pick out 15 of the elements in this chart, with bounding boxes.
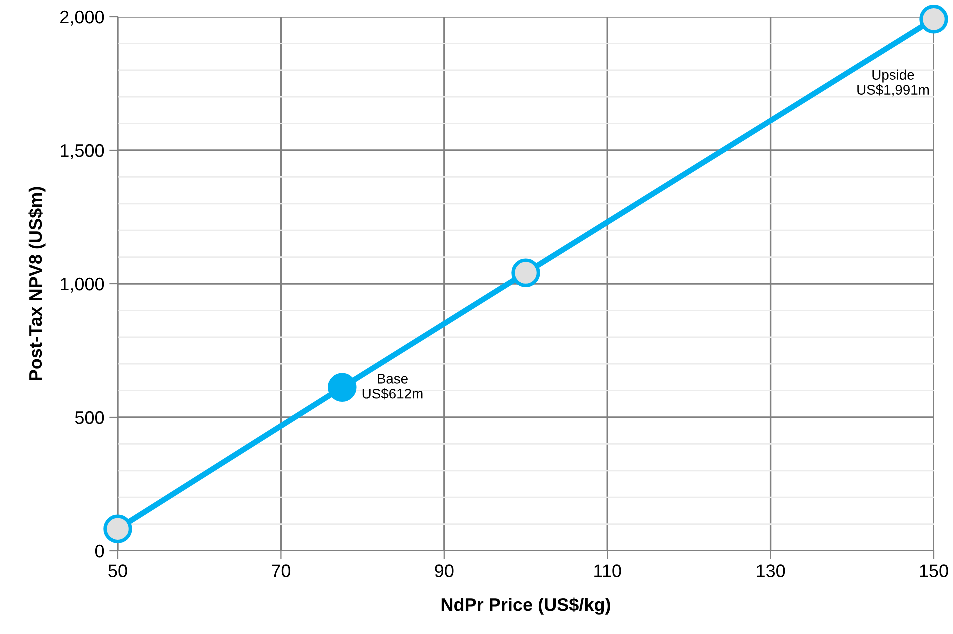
annotation: Base US$612m [362, 374, 423, 400]
y-tick-label: 500 [75, 411, 104, 424]
x-tick-label: 50 [108, 564, 128, 578]
x-tick-label: 110 [594, 564, 622, 578]
y-tick-label: 1,000 [61, 278, 104, 293]
y-tick-label: 2,000 [60, 10, 104, 26]
y-tick-label: 0 [95, 544, 104, 558]
x-tick-label: 150 [920, 564, 948, 578]
y-axis-title: Post-Tax NPV8 (US$m) [28, 187, 46, 380]
x-tick-label: 90 [435, 564, 454, 578]
x-tick-label: 70 [272, 564, 291, 578]
x-axis-title: NdPr Price (US$/kg) [442, 598, 610, 615]
y-tick-label: 1,500 [61, 144, 104, 160]
x-tick-label: 130 [757, 564, 786, 578]
annotation: Upside US$1,991m [858, 70, 930, 97]
